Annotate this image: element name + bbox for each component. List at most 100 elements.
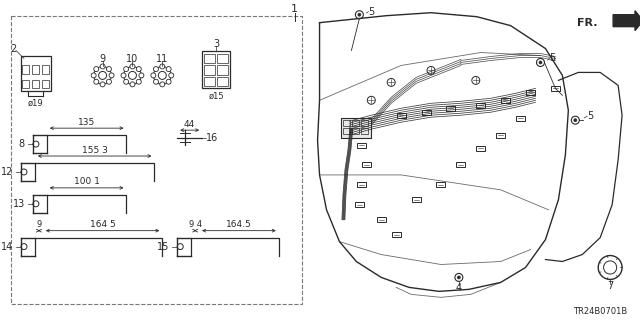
Bar [344, 128, 350, 134]
Circle shape [100, 64, 105, 69]
Circle shape [139, 73, 144, 78]
Bar [353, 120, 359, 126]
Text: 155 3: 155 3 [82, 146, 108, 155]
Circle shape [169, 73, 173, 78]
Circle shape [539, 61, 542, 64]
Circle shape [106, 79, 111, 84]
Bar [22, 80, 29, 88]
Circle shape [100, 82, 105, 87]
Bar [42, 66, 49, 74]
Text: 135: 135 [78, 118, 95, 127]
Text: 1: 1 [291, 4, 298, 14]
Bar [422, 110, 431, 115]
Circle shape [574, 119, 577, 122]
Circle shape [130, 64, 135, 69]
Circle shape [151, 73, 156, 78]
Text: 4: 4 [456, 284, 462, 293]
Text: 9: 9 [36, 220, 42, 229]
Bar [353, 128, 359, 134]
Bar [392, 232, 401, 237]
Bar [42, 80, 49, 88]
Text: 11: 11 [156, 54, 168, 65]
Bar [357, 143, 366, 148]
Bar [11, 16, 301, 304]
Bar [397, 113, 406, 118]
Bar [22, 66, 29, 74]
Circle shape [94, 79, 99, 84]
Circle shape [124, 67, 129, 72]
Circle shape [427, 67, 435, 75]
Text: 5: 5 [549, 53, 556, 63]
Text: 164 5: 164 5 [90, 220, 115, 229]
Circle shape [358, 13, 361, 16]
Text: 2: 2 [10, 44, 16, 53]
Text: 15: 15 [157, 242, 169, 252]
Text: ø15: ø15 [208, 92, 224, 101]
Bar [33, 80, 40, 88]
Bar [217, 65, 228, 75]
Bar [501, 98, 510, 103]
Bar [476, 103, 485, 108]
Text: TR24B0701B: TR24B0701B [573, 307, 627, 316]
Text: 14: 14 [1, 242, 13, 252]
Text: 12: 12 [1, 167, 13, 177]
Text: 16: 16 [206, 133, 218, 143]
Text: 5: 5 [368, 7, 374, 17]
Circle shape [154, 79, 159, 84]
Circle shape [367, 96, 375, 104]
Text: ø19: ø19 [28, 99, 44, 108]
Bar [526, 90, 535, 95]
Text: 9: 9 [100, 54, 106, 65]
Bar [21, 55, 51, 91]
Bar [447, 106, 456, 111]
Text: 8: 8 [19, 139, 25, 149]
Text: 44: 44 [184, 120, 195, 129]
Bar [362, 128, 368, 134]
Circle shape [160, 82, 164, 87]
Circle shape [130, 82, 135, 87]
Bar [476, 146, 485, 150]
Text: FR.: FR. [577, 18, 597, 28]
Circle shape [166, 79, 171, 84]
Text: 9 4: 9 4 [189, 220, 202, 229]
Bar [204, 53, 215, 63]
Bar [342, 118, 371, 138]
Bar [344, 120, 350, 126]
Circle shape [472, 76, 480, 84]
Text: 164.5: 164.5 [226, 220, 252, 229]
Circle shape [109, 73, 114, 78]
Circle shape [458, 276, 460, 279]
Bar [456, 163, 465, 167]
Circle shape [387, 78, 395, 86]
Polygon shape [613, 11, 640, 31]
Circle shape [154, 67, 159, 72]
Circle shape [121, 73, 126, 78]
Bar [377, 217, 386, 222]
Bar [217, 53, 228, 63]
Text: 7: 7 [607, 281, 613, 292]
Text: 13: 13 [13, 199, 25, 209]
Circle shape [91, 73, 96, 78]
Text: 10: 10 [126, 54, 139, 65]
Bar [436, 182, 445, 188]
Bar [204, 65, 215, 75]
Bar [217, 77, 228, 86]
Bar [551, 86, 560, 91]
Bar [362, 163, 371, 167]
Bar [362, 120, 368, 126]
Circle shape [160, 64, 164, 69]
Bar [204, 77, 215, 86]
Text: 100 1: 100 1 [74, 177, 100, 186]
Bar [412, 197, 420, 202]
Bar [202, 51, 230, 88]
Circle shape [106, 67, 111, 72]
Circle shape [166, 67, 171, 72]
Text: 5: 5 [587, 111, 593, 121]
Bar [33, 66, 40, 74]
Bar [516, 116, 525, 121]
Circle shape [124, 79, 129, 84]
Circle shape [136, 67, 141, 72]
Text: 3: 3 [213, 39, 219, 49]
Bar [355, 202, 364, 207]
Circle shape [136, 79, 141, 84]
